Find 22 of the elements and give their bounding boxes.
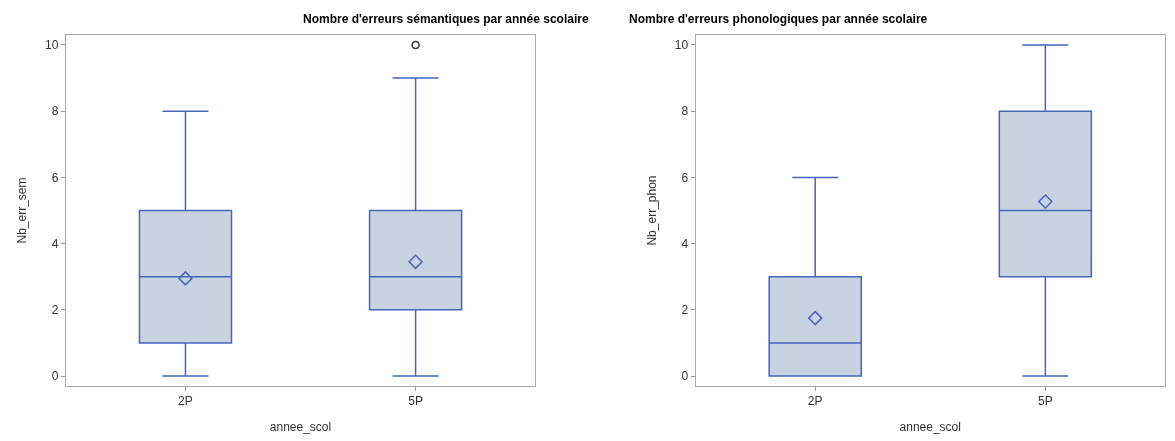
y-axis-title: Nb_err_sem (15, 177, 30, 244)
chart-title: Nombre d'erreurs sémantiques par année scolaire (303, 12, 589, 26)
y-tick-label: 0 (681, 369, 689, 384)
chart-title: Nombre d'erreurs phonologiques par année scolaire (629, 12, 928, 26)
y-tick-label: 6 (681, 170, 689, 185)
x-tick-label: 5P (408, 394, 423, 409)
y-tick-label: 10 (674, 38, 689, 53)
y-tick-label: 2 (681, 303, 689, 318)
x-tick-label: 2P (807, 394, 823, 409)
x-axis-title: annee_scol (269, 420, 332, 435)
y-tick-label: 4 (681, 236, 689, 251)
y-tick-label: 6 (51, 170, 59, 185)
y-tick-label: 8 (681, 104, 689, 119)
x-axis-title: annee_scol (899, 420, 961, 435)
y-tick-label: 4 (51, 236, 59, 251)
x-tick-label: 2P (178, 394, 193, 409)
y-tick-label: 10 (45, 38, 59, 53)
y-tick-label: 2 (51, 303, 59, 318)
y-tick-label: 0 (51, 369, 59, 384)
x-tick-label: 5P (1038, 394, 1053, 409)
y-axis-title: Nb_err_phon (645, 175, 660, 246)
y-tick-label: 8 (51, 104, 59, 119)
